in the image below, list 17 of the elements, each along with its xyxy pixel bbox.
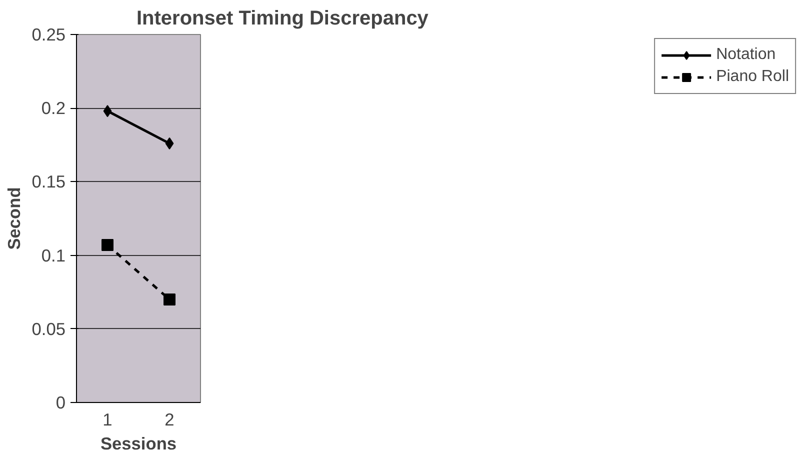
x-axis-title: Sessions [100,434,177,454]
point [164,293,176,306]
point [103,105,112,118]
legend-label: Piano Roll [716,68,789,86]
y-tick-label: 0.05 [32,318,66,339]
y-axis-title: Second [4,187,24,250]
x-tick-label: 1 [102,410,112,430]
point [102,238,114,251]
y-tick-label: 0.25 [32,24,66,44]
y-tick-label: 0.2 [41,98,66,118]
text: Interonset Timing Discrepancy [136,8,430,30]
point [165,137,174,150]
y-tick-label: 0 [56,392,66,412]
legend-label: Notation [716,46,776,64]
y-tick-label: 0.15 [32,172,66,192]
x-tick-label: 2 [164,410,174,430]
y-tick-label: 0.1 [41,245,66,266]
